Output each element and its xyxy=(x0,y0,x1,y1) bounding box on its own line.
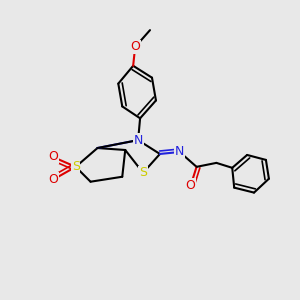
Text: O: O xyxy=(130,40,140,53)
Text: O: O xyxy=(48,150,58,164)
Text: O: O xyxy=(48,173,58,186)
Text: S: S xyxy=(139,166,147,179)
Text: O: O xyxy=(186,179,196,192)
Text: N: N xyxy=(175,146,184,158)
Text: S: S xyxy=(72,160,80,173)
Text: N: N xyxy=(134,134,143,147)
